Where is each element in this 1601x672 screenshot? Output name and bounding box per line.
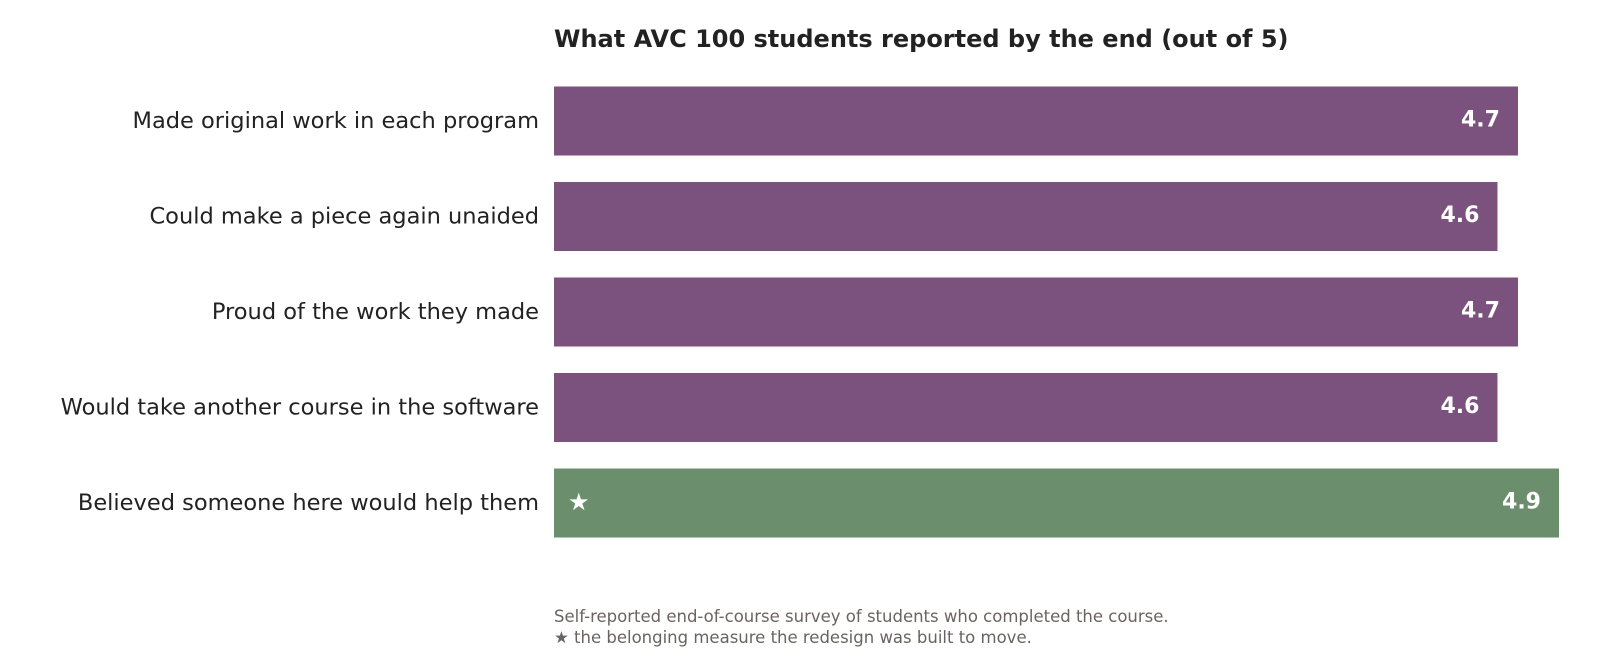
value-label-1: 4.6 <box>1440 203 1479 228</box>
category-label-4: Believed someone here would help them <box>78 490 539 516</box>
value-label-0: 4.7 <box>1461 108 1500 133</box>
bar-0 <box>554 86 1518 156</box>
highlight-star-icon: ★ <box>568 488 590 516</box>
bar-4 <box>554 468 1559 538</box>
chart-title: What AVC 100 students reported by the en… <box>554 25 1289 53</box>
bar-2 <box>554 277 1518 347</box>
value-label-3: 4.6 <box>1440 394 1479 419</box>
value-label-4: 4.9 <box>1502 490 1541 515</box>
value-label-2: 4.7 <box>1461 299 1500 324</box>
footnote-source: Self-reported end-of-course survey of st… <box>554 607 1169 626</box>
bar-1 <box>554 182 1498 251</box>
category-label-1: Could make a piece again unaided <box>149 204 539 230</box>
footnote-highlight-note: ★ the belonging measure the redesign was… <box>554 628 1032 647</box>
bars-layer: Made original work in each program 4.7 Cou… <box>61 86 1559 538</box>
bar-3 <box>554 373 1498 442</box>
category-label-3: Would take another course in the softwar… <box>61 395 539 421</box>
category-label-2: Proud of the work they made <box>212 299 539 325</box>
category-label-0: Made original work in each program <box>133 108 539 134</box>
